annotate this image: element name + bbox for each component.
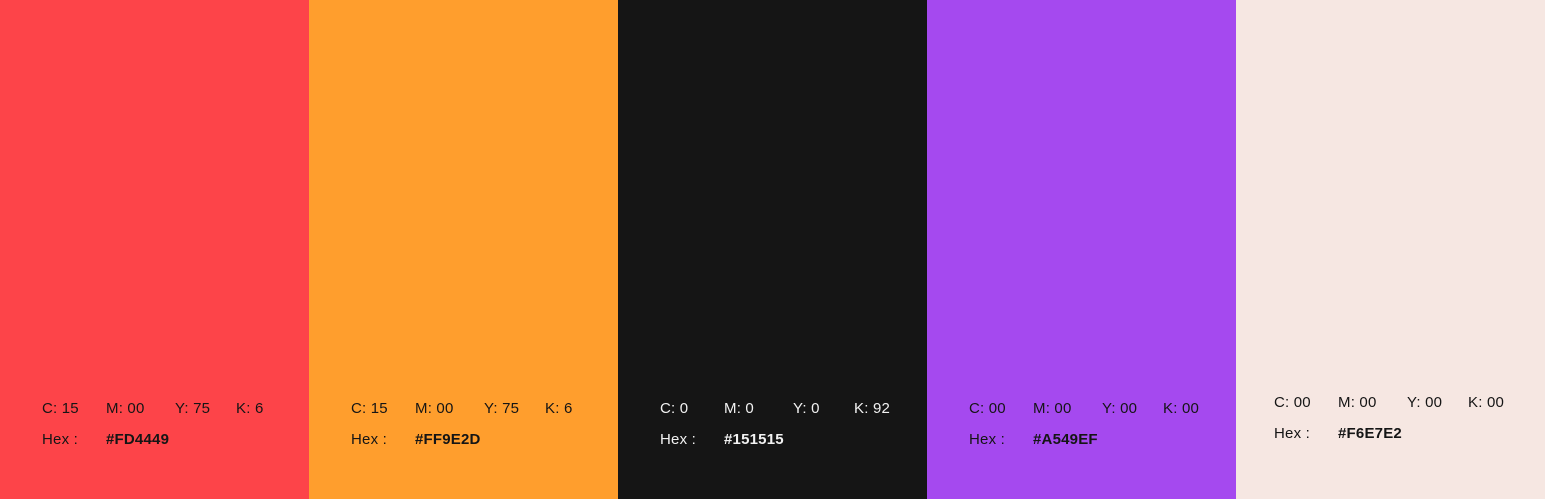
- cmyk-cyan-value: C: 15: [351, 400, 388, 417]
- swatch-info: C: 15 M: 00 Y: 75 K: 6 Hex : #FD4449: [42, 401, 301, 448]
- cmyk-cyan-value: C: 0: [660, 400, 689, 417]
- cmyk-row: C: 15 M: 00 Y: 75 K: 6: [351, 401, 610, 417]
- cmyk-yellow-value: Y: 0: [793, 400, 820, 417]
- hex-row: Hex : #151515: [660, 432, 919, 448]
- hex-row: Hex : #F6E7E2: [1274, 426, 1537, 442]
- hex-value: #A549EF: [1033, 431, 1098, 448]
- cmyk-magenta-value: M: 00: [415, 400, 454, 417]
- cmyk-row: C: 15 M: 00 Y: 75 K: 6: [42, 401, 301, 417]
- cmyk-magenta-value: M: 00: [1338, 394, 1377, 411]
- color-swatch-red: C: 15 M: 00 Y: 75 K: 6 Hex : #FD4449: [0, 0, 309, 499]
- cmyk-cyan-value: C: 15: [42, 400, 79, 417]
- cmyk-key-value: K: 92: [854, 400, 891, 417]
- hex-value: #F6E7E2: [1338, 425, 1402, 442]
- hex-label: Hex :: [660, 431, 697, 448]
- cmyk-cyan-value: C: 00: [1274, 394, 1311, 411]
- cmyk-yellow-value: Y: 75: [175, 400, 211, 417]
- hex-row: Hex : #FD4449: [42, 432, 301, 448]
- swatch-info: C: 0 M: 0 Y: 0 K: 92 Hex : #151515: [660, 401, 919, 448]
- hex-value: #151515: [724, 431, 784, 448]
- hex-value: #FD4449: [106, 431, 170, 448]
- cmyk-key-value: K: 6: [545, 400, 573, 417]
- hex-row: Hex : #A549EF: [969, 432, 1228, 448]
- cmyk-yellow-value: Y: 75: [484, 400, 520, 417]
- hex-row: Hex : #FF9E2D: [351, 432, 610, 448]
- hex-label: Hex :: [42, 431, 79, 448]
- swatch-info: C: 15 M: 00 Y: 75 K: 6 Hex : #FF9E2D: [351, 401, 610, 448]
- cmyk-key-value: K: 00: [1468, 394, 1505, 411]
- color-swatch-purple: C: 00 M: 00 Y: 00 K: 00 Hex : #A549EF: [927, 0, 1236, 499]
- cmyk-row: C: 00 M: 00 Y: 00 K: 00: [1274, 395, 1537, 411]
- swatch-info: C: 00 M: 00 Y: 00 K: 00 Hex : #A549EF: [969, 401, 1228, 448]
- cmyk-magenta-value: M: 00: [106, 400, 145, 417]
- cmyk-magenta-value: M: 0: [724, 400, 754, 417]
- hex-label: Hex :: [1274, 425, 1311, 442]
- hex-value: #FF9E2D: [415, 431, 481, 448]
- swatch-info: C: 00 M: 00 Y: 00 K: 00 Hex : #F6E7E2: [1274, 395, 1537, 442]
- cmyk-row: C: 0 M: 0 Y: 0 K: 92: [660, 401, 919, 417]
- color-swatch-orange: C: 15 M: 00 Y: 75 K: 6 Hex : #FF9E2D: [309, 0, 618, 499]
- cmyk-yellow-value: Y: 00: [1407, 394, 1443, 411]
- cmyk-row: C: 00 M: 00 Y: 00 K: 00: [969, 401, 1228, 417]
- cmyk-cyan-value: C: 00: [969, 400, 1006, 417]
- hex-label: Hex :: [351, 431, 388, 448]
- cmyk-magenta-value: M: 00: [1033, 400, 1072, 417]
- color-swatch-cream: C: 00 M: 00 Y: 00 K: 00 Hex : #F6E7E2: [1236, 0, 1545, 499]
- hex-label: Hex :: [969, 431, 1006, 448]
- cmyk-yellow-value: Y: 00: [1102, 400, 1138, 417]
- cmyk-key-value: K: 6: [236, 400, 264, 417]
- color-swatch-black: C: 0 M: 0 Y: 0 K: 92 Hex : #151515: [618, 0, 927, 499]
- cmyk-key-value: K: 00: [1163, 400, 1200, 417]
